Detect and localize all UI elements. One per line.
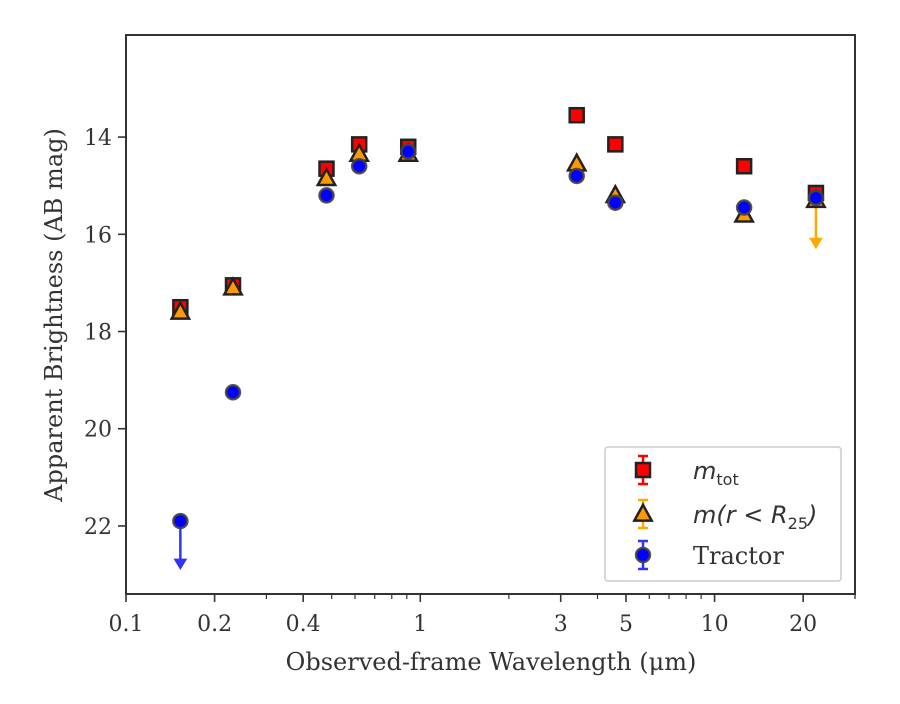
- y-tick-label: 22: [84, 515, 112, 540]
- data-point: [807, 189, 825, 207]
- data-point: [399, 143, 417, 160]
- plot-layer: [125, 34, 856, 595]
- data-point: [224, 384, 242, 401]
- data-point: [318, 187, 335, 204]
- y-tick-label: 20: [84, 418, 112, 443]
- data-point: [607, 194, 624, 211]
- x-tick-label: 0.4: [286, 612, 321, 637]
- legend-box: [604, 446, 842, 582]
- x-tick-label: 10: [701, 612, 729, 637]
- x-axis-label: Observed-frame Wavelength (μm): [286, 648, 697, 676]
- x-tick-label: 5: [619, 612, 633, 637]
- y-tick-label: 16: [84, 223, 112, 248]
- x-tick-label: 0.2: [197, 612, 232, 637]
- plot-frame: [125, 34, 856, 595]
- series-2: [172, 143, 825, 571]
- x-tick-label: 20: [789, 612, 817, 637]
- x-tick-label: 1: [413, 612, 427, 637]
- legend: mtot m(r < R25) Tractor: [604, 446, 842, 582]
- legend-label: mtot: [693, 457, 739, 489]
- data-point: [315, 166, 338, 187]
- y-tick-label: 14: [84, 126, 112, 151]
- x-tick-label: 0.1: [109, 612, 144, 637]
- data-point: [169, 300, 192, 320]
- upper-limit-arrow-head: [173, 558, 188, 571]
- data-point: [350, 157, 368, 175]
- y-axis-label: Apparent Brightness (AB mag): [40, 128, 68, 503]
- data-point: [735, 199, 753, 216]
- data-point: [172, 512, 189, 530]
- series-1: [169, 142, 827, 320]
- upper-limit-arrow-head: [809, 237, 823, 250]
- marks-layer: [169, 106, 827, 571]
- data-point: [735, 157, 753, 175]
- legend-marker: [632, 502, 654, 522]
- legend-label: Tractor: [693, 542, 784, 570]
- data-point: [222, 276, 244, 296]
- data-point: [607, 136, 624, 153]
- legend-marker: [634, 461, 652, 479]
- x-tick-label: 3: [554, 612, 568, 637]
- legend-marker: [634, 546, 652, 564]
- data-point: [568, 167, 585, 185]
- ticks-layer: 0.1 0.2 0.4 1 3 5 10 20 14 16 18 20 22: [84, 126, 856, 637]
- y-tick-label: 18: [84, 321, 112, 346]
- data-point: [568, 106, 585, 124]
- legend-label: m(r < R25): [693, 501, 817, 533]
- series-0: [172, 106, 825, 316]
